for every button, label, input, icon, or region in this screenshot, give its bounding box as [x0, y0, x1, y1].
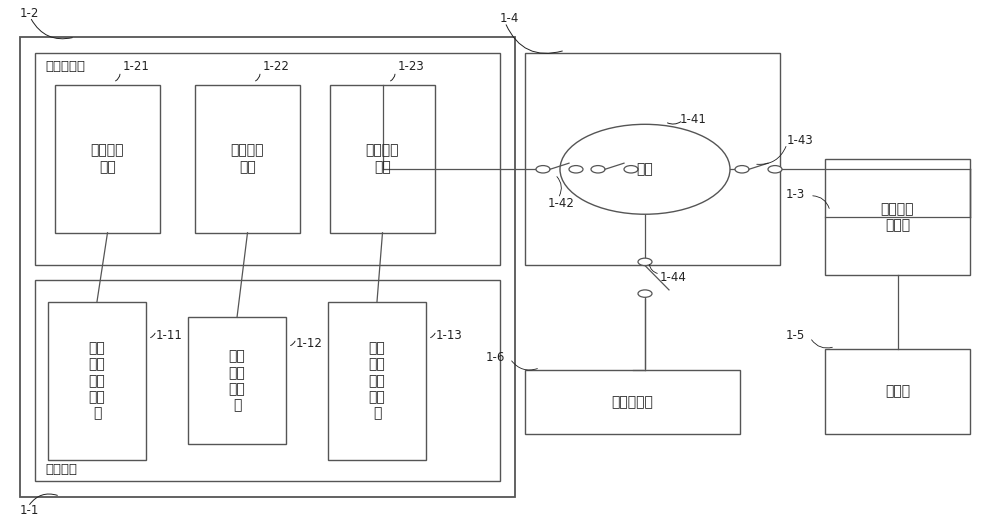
Text: 数据采集
控制器: 数据采集 控制器 [881, 202, 914, 232]
Text: 1-3: 1-3 [786, 188, 805, 201]
Circle shape [735, 166, 749, 173]
Circle shape [536, 166, 550, 173]
Text: 1-23: 1-23 [398, 60, 425, 72]
Circle shape [569, 166, 583, 173]
Text: 1-43: 1-43 [787, 134, 814, 147]
Bar [188, 317, 286, 444]
Text: 第一微逆
变器: 第一微逆 变器 [91, 143, 124, 174]
Text: 1-11: 1-11 [156, 330, 183, 342]
Text: 1-12: 1-12 [296, 338, 323, 350]
Circle shape [560, 124, 730, 214]
Circle shape [591, 166, 605, 173]
Bar [825, 159, 970, 275]
Circle shape [768, 166, 782, 173]
Circle shape [638, 258, 652, 266]
Text: 1-42: 1-42 [548, 197, 575, 210]
Text: 1-44: 1-44 [660, 271, 687, 284]
Text: 1-22: 1-22 [263, 60, 290, 72]
Bar [55, 85, 160, 233]
Text: 1-6: 1-6 [486, 351, 505, 363]
Text: 第一
单晶
硅光
伏组
件: 第一 单晶 硅光 伏组 件 [89, 342, 105, 420]
Bar [20, 37, 515, 497]
Text: 光伏模块: 光伏模块 [45, 463, 77, 476]
Text: 微逆变器组: 微逆变器组 [45, 60, 85, 72]
Text: 1-41: 1-41 [680, 113, 707, 125]
Text: 第二微逆
变器: 第二微逆 变器 [231, 143, 264, 174]
Circle shape [624, 166, 638, 173]
Bar [525, 370, 740, 434]
Text: 电表: 电表 [637, 162, 653, 176]
Bar [525, 53, 780, 264]
Bar [35, 53, 500, 264]
Text: 1-5: 1-5 [786, 330, 805, 342]
Bar [825, 349, 970, 434]
Text: 1-2: 1-2 [20, 7, 39, 20]
Bar [330, 85, 435, 233]
Text: 1-1: 1-1 [20, 504, 39, 517]
Bar [195, 85, 300, 233]
Text: 路由器: 路由器 [885, 385, 910, 398]
Text: 1-13: 1-13 [436, 330, 463, 342]
Text: 1-4: 1-4 [500, 12, 519, 25]
Text: 1-21: 1-21 [123, 60, 150, 72]
Text: 第三微逆
变器: 第三微逆 变器 [366, 143, 399, 174]
Bar [35, 280, 500, 481]
Circle shape [638, 290, 652, 297]
Bar [48, 302, 146, 460]
Bar [328, 302, 426, 460]
Text: 负载日光灯: 负载日光灯 [612, 395, 653, 409]
Text: 多晶
硅光
伏组
件: 多晶 硅光 伏组 件 [229, 350, 245, 412]
Text: 非晶
硅薄
膜光
伏组
件: 非晶 硅薄 膜光 伏组 件 [369, 342, 385, 420]
